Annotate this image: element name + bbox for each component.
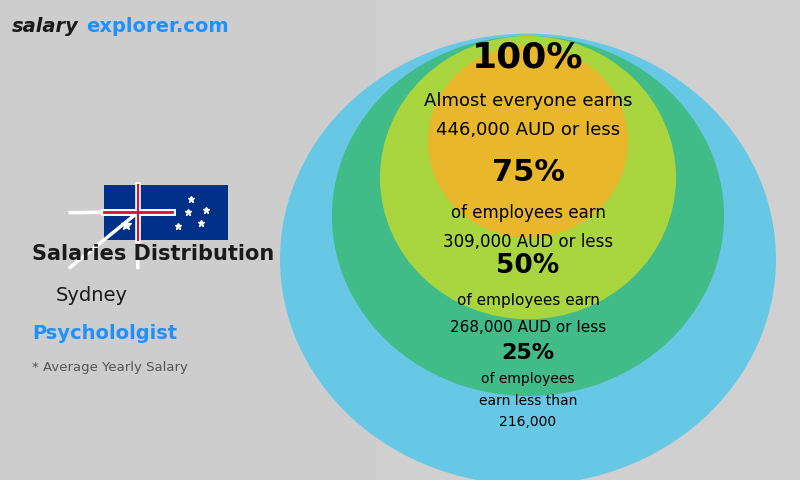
- Ellipse shape: [332, 36, 724, 396]
- Text: Sydney: Sydney: [56, 286, 128, 305]
- Text: of employees earn: of employees earn: [457, 292, 599, 308]
- Text: of employees: of employees: [482, 372, 574, 386]
- Text: explorer.com: explorer.com: [86, 17, 229, 36]
- Ellipse shape: [380, 36, 676, 319]
- Text: 268,000 AUD or less: 268,000 AUD or less: [450, 320, 606, 335]
- Text: Salaries Distribution: Salaries Distribution: [32, 244, 274, 264]
- Text: salary: salary: [12, 17, 79, 36]
- Text: Almost everyone earns: Almost everyone earns: [424, 92, 632, 110]
- Text: earn less than: earn less than: [479, 394, 577, 408]
- Text: 50%: 50%: [496, 253, 560, 279]
- Text: * Average Yearly Salary: * Average Yearly Salary: [32, 360, 188, 374]
- Text: Psychololgist: Psychololgist: [32, 324, 177, 343]
- Text: 100%: 100%: [472, 41, 584, 74]
- Text: 446,000 AUD or less: 446,000 AUD or less: [436, 120, 620, 139]
- Bar: [104, 185, 228, 240]
- Text: 309,000 AUD or less: 309,000 AUD or less: [443, 233, 613, 251]
- Text: 75%: 75%: [491, 158, 565, 187]
- Ellipse shape: [280, 34, 776, 480]
- Text: 25%: 25%: [502, 343, 554, 363]
- Text: 216,000: 216,000: [499, 415, 557, 430]
- Ellipse shape: [428, 46, 628, 238]
- Text: of employees earn: of employees earn: [450, 204, 606, 222]
- FancyBboxPatch shape: [0, 0, 376, 480]
